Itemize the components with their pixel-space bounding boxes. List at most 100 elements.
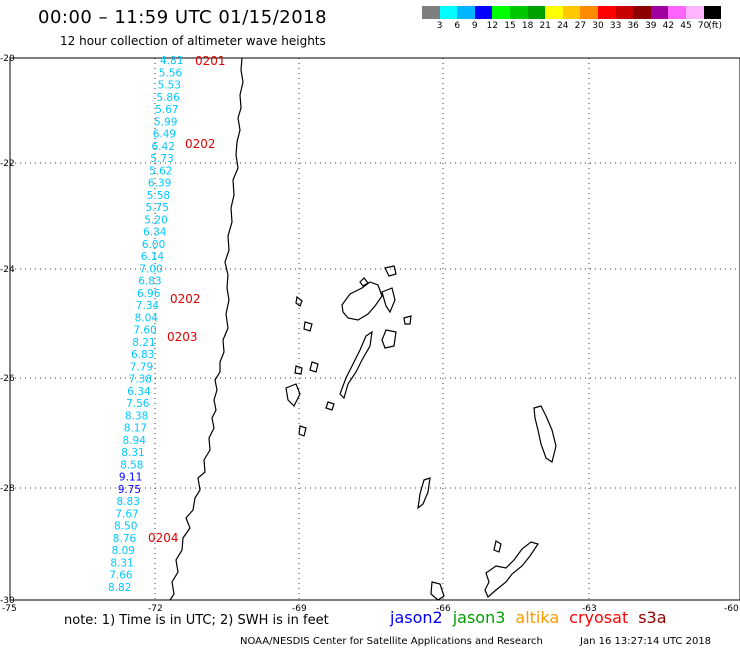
color-swatch <box>597 6 616 19</box>
color-tick-label: 15 <box>504 21 516 31</box>
color-swatch <box>527 6 546 19</box>
swh-value: 8.83 <box>117 496 140 508</box>
color-tick-label: (ft) <box>708 21 722 31</box>
swh-value: 9.11 <box>119 472 142 484</box>
coastline <box>169 57 557 601</box>
swh-value: 6.83 <box>138 276 161 288</box>
color-swatch <box>492 6 510 19</box>
satellite-jason2: jason2 <box>390 608 443 627</box>
swh-value: 8.82 <box>108 582 131 594</box>
latitude-label: -24 <box>0 265 15 275</box>
satellite-s3a: s3a <box>638 608 667 627</box>
satellite-cryosat: cryosat <box>569 608 629 627</box>
swh-value: 7.79 <box>130 361 153 373</box>
pass-time-label: 0201 <box>195 54 226 68</box>
credit-line: NOAA/NESDIS Center for Satellite Applica… <box>240 636 543 647</box>
color-tick-label: 39 <box>645 21 657 31</box>
satellite-legend: jason2 jason3 altika cryosat s3a <box>390 608 677 627</box>
swh-value: 8.58 <box>120 459 143 471</box>
longitude-label: -63 <box>582 604 597 614</box>
island <box>303 321 313 332</box>
color-tick-label: 6 <box>454 21 461 31</box>
swh-value: 5.67 <box>155 104 178 116</box>
latitude-labels: -20 -22 -24 -26 -28 -30 <box>0 54 15 606</box>
color-swatch <box>562 6 581 19</box>
color-tick-label: 3 <box>436 21 443 31</box>
color-tick-label: 45 <box>680 21 692 31</box>
color-swatch <box>422 6 440 19</box>
color-tick-label: 36 <box>627 21 639 31</box>
pass-time-label: 0202 <box>185 137 216 151</box>
longitude-labels: -75 -72 -69 -66 -63 -60 <box>2 604 739 614</box>
swh-value: 8.50 <box>114 521 137 533</box>
swh-value: 8.31 <box>121 447 144 459</box>
color-tick-label: 27 <box>574 21 587 31</box>
island <box>359 277 369 287</box>
swh-value: 6.49 <box>153 129 176 141</box>
island <box>341 281 383 321</box>
color-swatch <box>668 6 686 19</box>
swh-value: 8.31 <box>110 558 133 570</box>
swh-value: 7.60 <box>133 325 156 337</box>
swh-value: 5.58 <box>147 190 170 202</box>
color-scale-bar <box>422 6 722 19</box>
swh-value: 5.86 <box>156 92 180 104</box>
swh-value: 6.96 <box>137 288 161 300</box>
color-swatch <box>633 6 651 19</box>
swh-value: 6.39 <box>148 178 171 190</box>
island <box>493 540 502 553</box>
color-swatch <box>685 6 704 19</box>
island <box>384 265 397 277</box>
longitude-label: -69 <box>292 604 307 614</box>
map-title: 00:00 – 11:59 UTC 01/15/2018 <box>38 7 328 28</box>
island <box>309 361 319 373</box>
swh-value: 8.94 <box>123 435 147 447</box>
swh-value: 6.34 <box>127 386 151 398</box>
swh-value: 9.75 <box>118 484 141 496</box>
color-tick-label: 21 <box>539 21 551 31</box>
color-tick-label: 70 <box>697 21 710 31</box>
altimeter-track-values: 4.815.565.535.865.675.996.496.425.735.62… <box>108 55 183 594</box>
latitude-label: -28 <box>0 484 15 494</box>
swh-value: 8.17 <box>124 423 147 435</box>
island <box>285 383 301 408</box>
color-swatch <box>580 6 598 19</box>
swh-value: 7.38 <box>129 374 152 386</box>
footer-note: note: 1) Time is in UTC; 2) SWH is in fe… <box>64 613 329 628</box>
island <box>484 541 539 598</box>
swh-value: 5.62 <box>149 165 172 177</box>
swh-value: 6.34 <box>143 227 167 239</box>
latitude-label: -26 <box>0 374 15 384</box>
color-swatch <box>457 6 475 19</box>
swh-value: 5.75 <box>146 202 169 214</box>
pass-time-label: 0204 <box>148 531 179 545</box>
color-tick-label: 18 <box>521 21 534 31</box>
latitude-label: -20 <box>0 54 15 64</box>
island <box>381 287 396 314</box>
pass-time-label: 0202 <box>170 292 201 306</box>
swh-value: 4.81 <box>160 55 183 67</box>
pass-time-labels: 0201 0202 0202 0203 0204 <box>148 54 226 545</box>
swh-value: 5.20 <box>144 214 167 226</box>
island <box>430 581 445 601</box>
color-tick-label: 30 <box>592 21 604 31</box>
swh-value: 7.67 <box>115 509 138 521</box>
swh-value: 5.99 <box>154 116 177 128</box>
swh-value: 6.83 <box>131 349 154 361</box>
swh-value: 7.34 <box>136 300 160 312</box>
color-tick-label: 24 <box>557 21 569 31</box>
swh-value: 7.00 <box>139 263 162 275</box>
swh-value: 5.53 <box>158 80 181 92</box>
swh-value: 6.42 <box>152 141 175 153</box>
south-america-coast <box>169 57 244 601</box>
longitude-label: -72 <box>148 604 163 614</box>
satellite-jason3: jason3 <box>452 608 506 627</box>
color-swatch <box>439 6 458 19</box>
island <box>295 295 303 307</box>
swh-value: 8.38 <box>125 410 148 422</box>
color-tick-label: 33 <box>609 21 622 31</box>
swh-value: 8.21 <box>132 337 155 349</box>
longitude-label: -66 <box>436 604 451 614</box>
latitude-label: -22 <box>0 159 15 169</box>
